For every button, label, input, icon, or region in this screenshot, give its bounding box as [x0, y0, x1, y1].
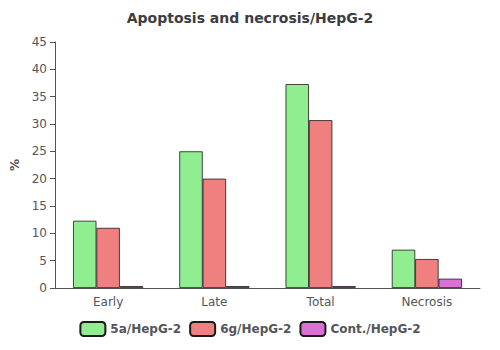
svg-text:Late: Late	[201, 295, 227, 309]
svg-text:45: 45	[32, 35, 47, 49]
svg-text:Apoptosis and necrosis/HepG-2: Apoptosis and necrosis/HepG-2	[127, 10, 374, 26]
svg-text:Total: Total	[306, 295, 335, 309]
svg-text:15: 15	[32, 199, 47, 213]
svg-text:0: 0	[39, 281, 47, 295]
svg-text:40: 40	[32, 62, 47, 76]
svg-text:35: 35	[32, 90, 47, 104]
svg-text:Early: Early	[93, 295, 123, 309]
svg-text:%: %	[8, 159, 22, 171]
svg-text:Cont./HepG-2: Cont./HepG-2	[330, 322, 420, 336]
svg-text:30: 30	[32, 117, 47, 131]
svg-text:6g/HepG-2: 6g/HepG-2	[220, 322, 291, 336]
svg-text:5a/HepG-2: 5a/HepG-2	[110, 322, 181, 336]
svg-text:25: 25	[32, 144, 47, 158]
svg-text:5: 5	[39, 254, 47, 268]
svg-text:Necrosis: Necrosis	[401, 295, 452, 309]
svg-text:20: 20	[32, 172, 47, 186]
svg-text:10: 10	[32, 226, 47, 240]
